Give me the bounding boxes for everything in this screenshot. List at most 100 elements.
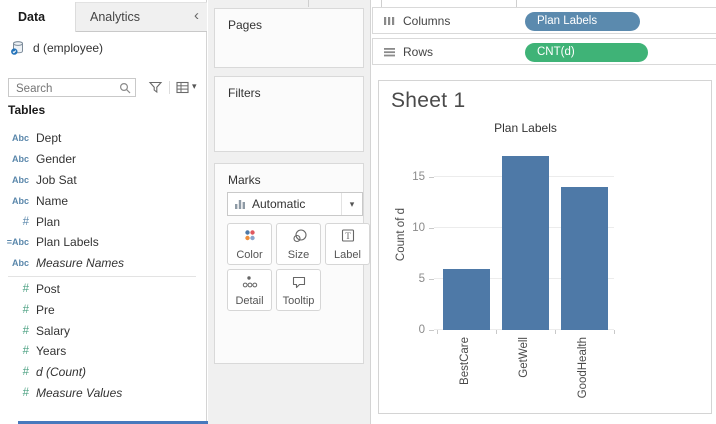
filters-shelf[interactable]: Filters [214,76,364,152]
tooltip-button[interactable]: Tooltip [276,269,321,311]
mark-type-value: Automatic [252,197,306,211]
number-type-icon: # [22,386,29,399]
number-type-icon: # [22,215,29,228]
bar-chart-icon [235,200,245,209]
x-category-label: BestCare [459,337,471,385]
detail-button-label: Detail [235,295,264,307]
field-label: Name [36,193,69,208]
data-pane: Data Analytics ‹ d (employee) [0,0,212,424]
bar-getwell[interactable] [502,156,549,330]
y-tick-label: 10 [412,221,425,234]
cards-column: Pages Filters Marks Automatic ▾ [208,0,371,424]
toolbar-divider [169,81,170,94]
pages-shelf[interactable]: Pages [214,8,364,68]
plot-area [434,146,614,330]
field-job-sat[interactable]: Abc Job Sat [0,170,200,191]
search-input-box[interactable] [8,78,136,98]
number-type-icon: # [22,345,29,358]
tabbar-background [76,2,207,32]
x-category-label: GoodHealth [577,337,589,399]
field-name[interactable]: Abc Name [0,190,200,211]
rows-shelf[interactable]: Rows CNT(d) [372,38,716,65]
chevron-down-icon[interactable]: ▾ [341,193,362,215]
mark-type-dropdown[interactable]: Automatic ▾ [227,192,363,216]
x-tick-mark [437,330,438,334]
view-data-grid-icon[interactable] [175,80,190,95]
columns-icon [384,16,395,25]
field-measure-values[interactable]: # Measure Values [0,383,200,404]
pane-divider-mark [381,0,382,7]
filter-funnel-icon[interactable] [148,80,163,95]
size-button[interactable]: Size [276,223,321,265]
string-type-icon: Abc [11,154,29,165]
sheet-title: Sheet 1 [391,89,466,112]
rows-shelf-label: Rows [403,44,434,59]
number-type-icon: # [22,366,29,379]
sheet-view: Sheet 1 Plan Labels Count of d 0 5 10 15 [378,80,712,414]
y-tick-label: 5 [418,272,425,285]
field-plan-labels[interactable]: =Abc Plan Labels [0,232,200,253]
string-type-icon: Abc [11,174,29,185]
field-label: Plan [36,214,61,229]
field-label: Gender [36,152,77,167]
worksheet-area: Columns Plan Labels Rows CNT(d) Sheet 1 … [308,0,716,424]
bar-bestcare[interactable] [443,268,490,330]
size-button-label: Size [287,249,310,261]
number-type-icon: # [22,303,29,316]
field-label: Measure Values [36,385,123,400]
field-post[interactable]: # Post [0,279,200,300]
label-button[interactable]: T Label [325,223,370,265]
dimension-measure-separator [8,275,196,277]
marks-label: Marks [228,173,261,187]
columns-pill-plan-labels[interactable]: Plan Labels [525,12,640,31]
x-tick-mark [614,330,615,334]
field-dept[interactable]: Abc Dept [0,128,200,149]
field-label: Job Sat [36,172,77,187]
string-type-icon: Abc [11,195,29,206]
chevron-down-icon[interactable]: ▾ [192,81,197,91]
y-tick-label: 15 [412,170,425,183]
svg-text:T: T [345,231,351,241]
string-type-icon: Abc [11,133,29,144]
pane-divider-mark [308,0,309,7]
calculated-string-icon: =Abc [6,237,29,248]
tab-data[interactable]: Data [0,2,76,32]
field-label: Years [36,344,67,359]
rows-pill-cnt-d[interactable]: CNT(d) [525,43,648,62]
field-label: Post [36,281,61,296]
tab-analytics[interactable]: Analytics [90,10,141,24]
field-plan[interactable]: # Plan [0,211,200,232]
tables-header: Tables [8,103,46,117]
search-row: ▾ [8,78,200,98]
field-salary[interactable]: # Salary [0,320,200,341]
datasource-row[interactable]: d (employee) [10,40,103,56]
field-d-count[interactable]: # d (Count) [0,362,200,383]
x-category-label: GetWell [518,337,530,378]
database-icon [11,41,23,55]
chart-title: Plan Labels [494,121,557,135]
detail-button[interactable]: Detail [227,269,272,311]
field-gender[interactable]: Abc Gender [0,149,200,170]
field-pre[interactable]: # Pre [0,299,200,320]
string-type-icon: Abc [11,258,29,269]
field-label: Plan Labels [36,235,99,250]
columns-shelf[interactable]: Columns Plan Labels [372,7,716,34]
color-button[interactable]: Color [227,223,272,265]
columns-shelf-label: Columns [403,13,451,28]
detail-dots-icon [242,276,257,288]
collapse-pane-icon[interactable]: ‹ [194,7,199,24]
x-tick-mark [496,330,497,334]
x-tick-mark [555,330,556,334]
field-years[interactable]: # Years [0,341,200,362]
tooltip-bubble-icon [292,276,305,289]
pane-tabbar: Data Analytics ‹ [0,2,207,32]
label-button-label: Label [334,249,361,261]
bar-goodhealth[interactable] [561,186,608,330]
field-label: d (Count) [36,365,87,380]
search-input[interactable] [14,80,118,98]
field-label: Measure Names [36,256,125,271]
size-circles-icon [292,229,307,243]
field-measure-names[interactable]: Abc Measure Names [0,253,200,274]
rows-icon [384,47,395,56]
